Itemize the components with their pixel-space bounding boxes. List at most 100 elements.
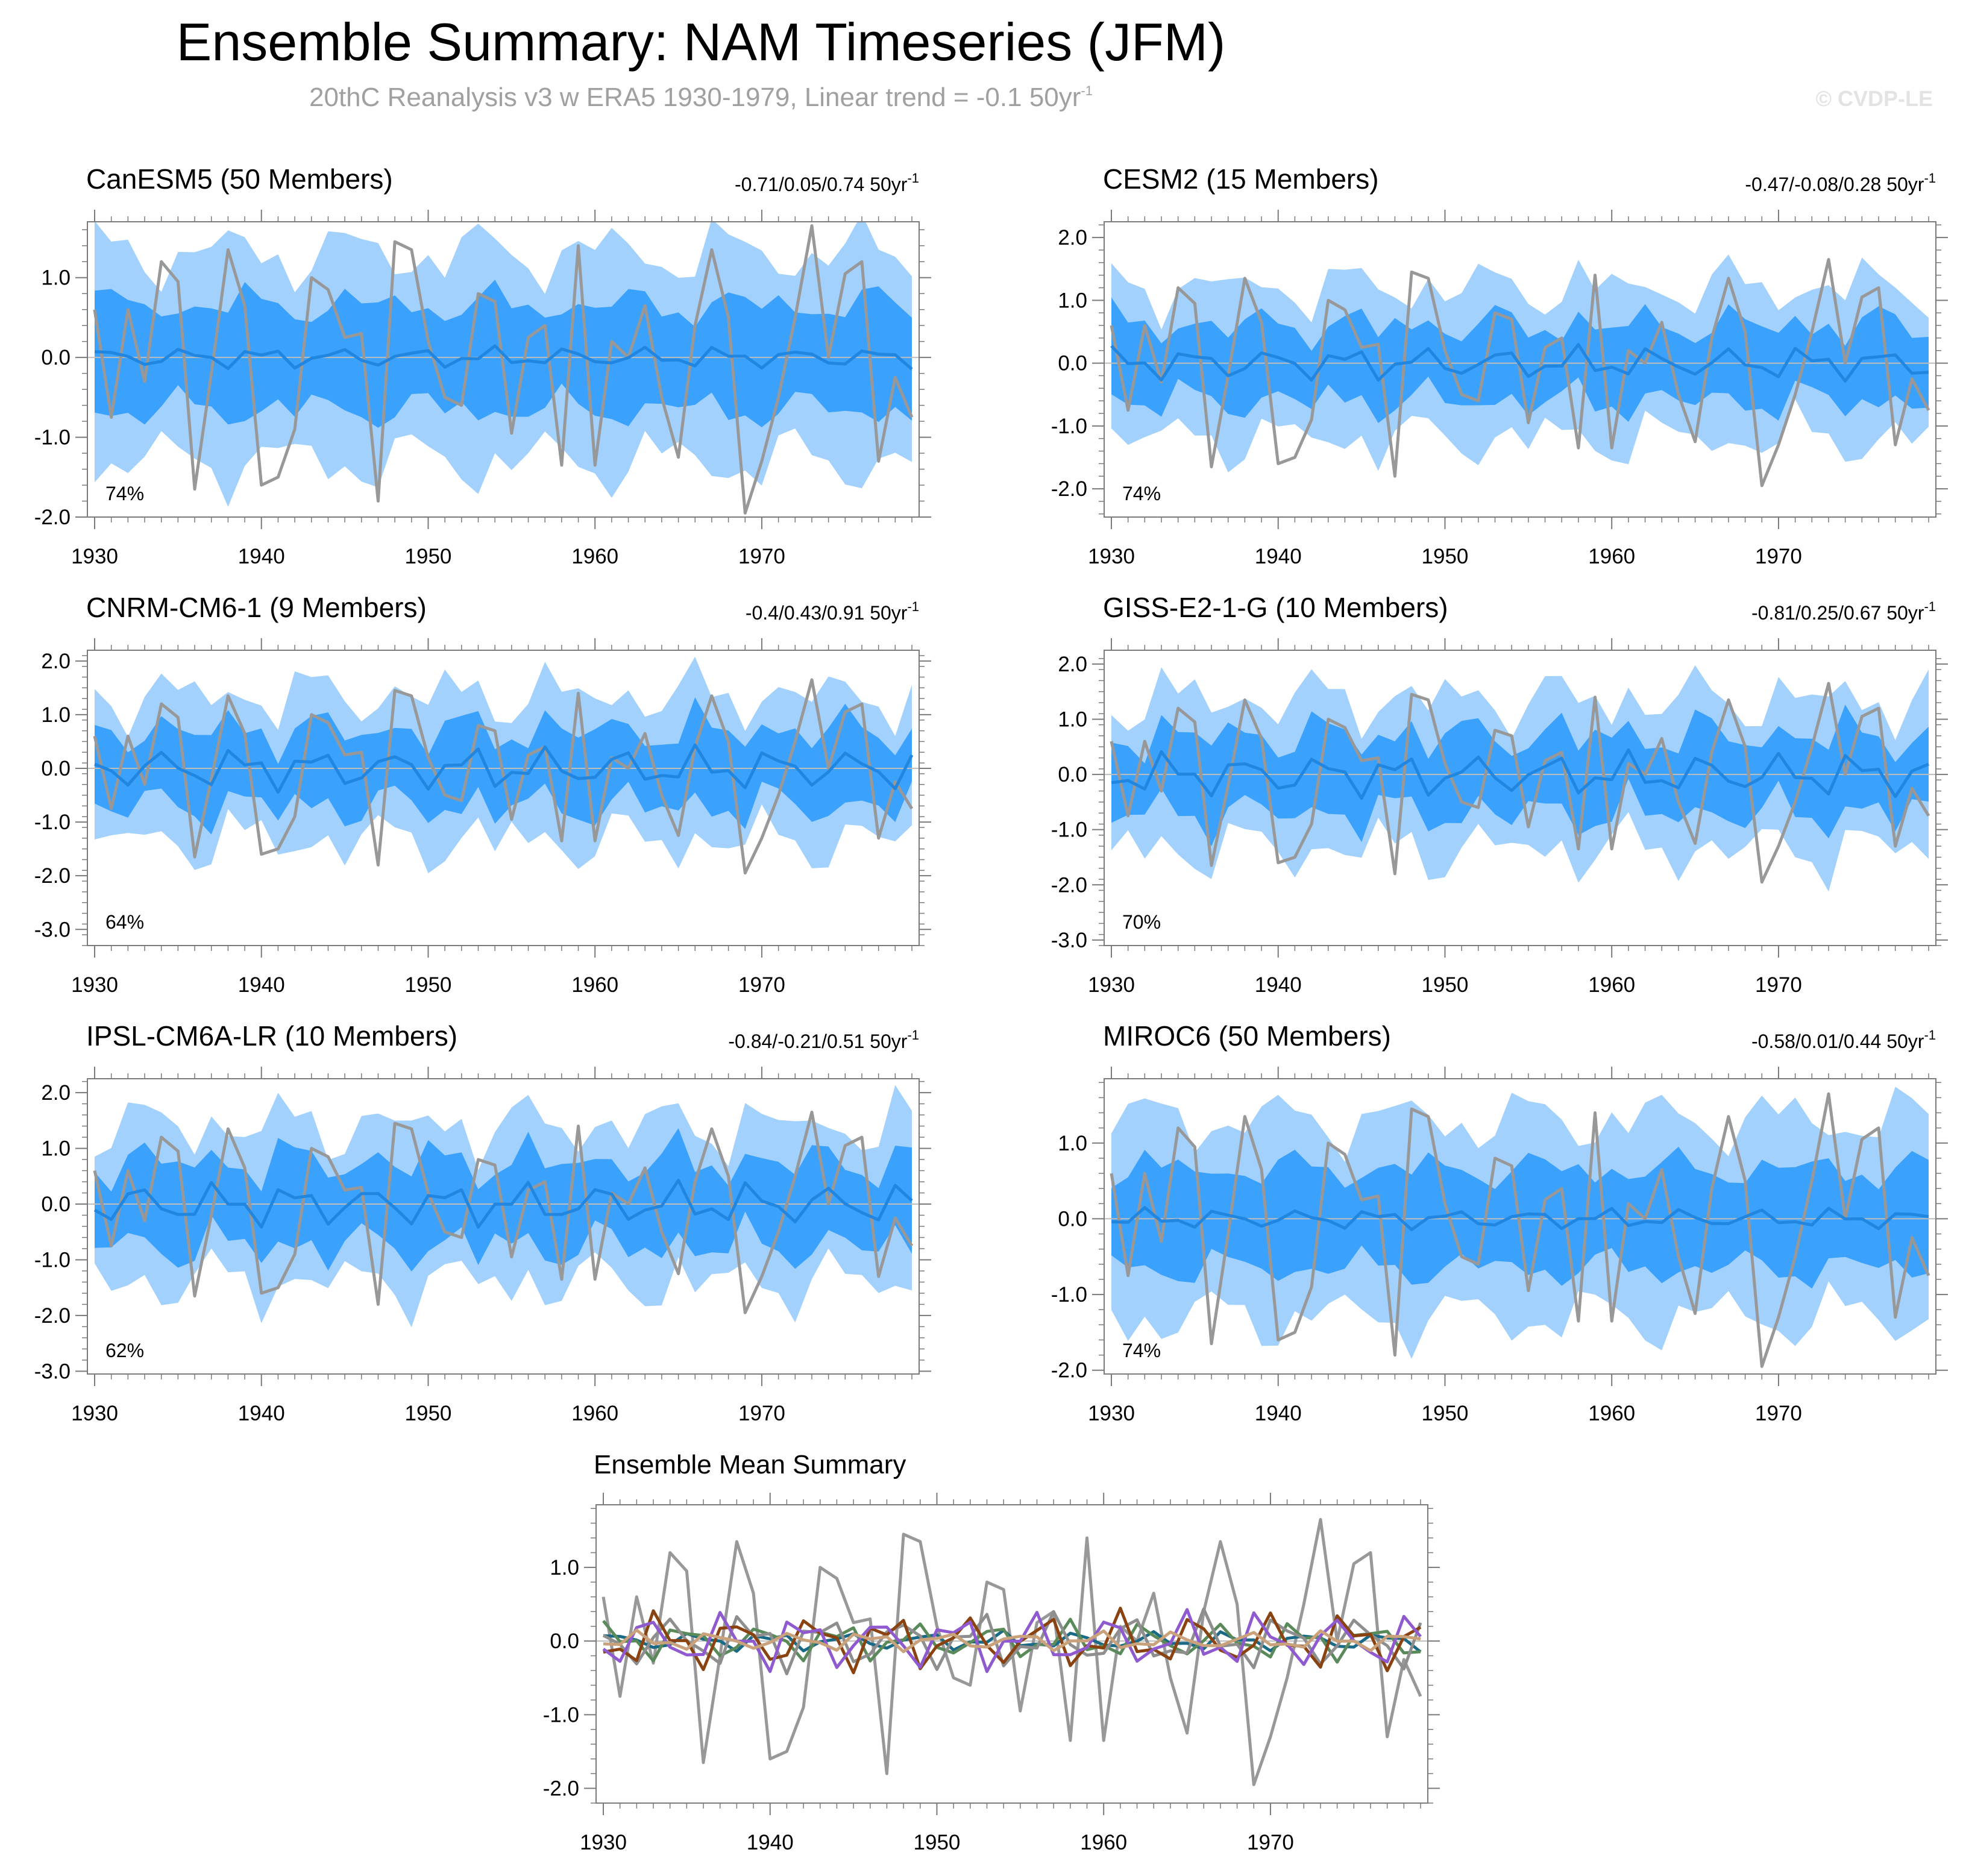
y-tick-label: -1.0 — [1051, 818, 1087, 842]
x-tick-label: 1960 — [571, 545, 618, 568]
y-tick-label: 0.0 — [1058, 763, 1087, 786]
percent-label: 62% — [105, 1340, 144, 1361]
subtitle-text: 20thC Reanalysis v3 w ERA5 1930-1979, Li… — [309, 83, 1081, 112]
y-tick-label: 0.0 — [41, 1193, 71, 1216]
ensemble-mean-line — [93, 1179, 913, 1229]
y-tick-label: 2.0 — [41, 650, 71, 673]
x-tick-label: 1940 — [238, 1402, 285, 1425]
range-superscript: -1 — [907, 599, 919, 614]
y-tick-label: 1.0 — [1058, 707, 1087, 731]
x-tick-label: 1930 — [580, 1831, 627, 1854]
panel-title-canesm5: CanESM5 (50 Members) — [86, 163, 393, 195]
panel-range-ipsl: -0.84/-0.21/0.51 50yr-1 — [728, 1027, 919, 1052]
percent-label: 70% — [1122, 911, 1161, 933]
x-tick-label: 1940 — [1255, 545, 1302, 568]
chart-ipsl: 62% -3.0 -2.0 -1.0 0.0 1.0 2.0 1930 1940 1950 1960… — [34, 1067, 931, 1425]
y-tick-label: 2.0 — [1058, 226, 1087, 249]
range-superscript: -1 — [907, 171, 919, 186]
figure-title: Ensemble Summary: NAM Timeseries (JFM) — [177, 12, 1226, 72]
y-tick-label: 1.0 — [41, 1137, 71, 1161]
series-line-miroc6 — [603, 1628, 1421, 1654]
ensemble-mean-line — [94, 344, 913, 371]
observed-series-line — [93, 224, 914, 515]
range-text: -0.71/0.05/0.74 50yr — [735, 174, 908, 195]
panel-title-cnrm: CNRM-CM6-1 (9 Members) — [86, 592, 427, 623]
y-tick-label: -2.0 — [34, 506, 71, 529]
chart-miroc6: 74% -2.0 -1.0 0.0 1.0 1930 1940 1950 1960 1970 — [1051, 1067, 1948, 1425]
y-tick-label: 2.0 — [41, 1081, 71, 1105]
x-tick-label: 1960 — [1588, 973, 1635, 997]
observed-series-line — [93, 1111, 914, 1314]
y-tick-label: 0.0 — [1058, 1207, 1087, 1231]
ensemble-mean-line — [1111, 1206, 1929, 1231]
x-tick-label: 1930 — [1088, 1402, 1135, 1425]
range-superscript: -1 — [1924, 171, 1936, 186]
x-tick-label: 1950 — [405, 973, 452, 997]
chart-cesm2: 74% -2.0 -1.0 0.0 1.0 2.0 1930 1940 1950 1960 1970 — [1051, 210, 1948, 568]
plot-frame — [87, 221, 920, 518]
plot-frame — [1104, 650, 1936, 946]
y-tick-label: 1.0 — [41, 703, 71, 727]
x-tick-label: 1960 — [1080, 1831, 1127, 1854]
panel-title-giss: GISS-E2-1-G (10 Members) — [1103, 592, 1448, 623]
x-tick-label: 1930 — [1088, 545, 1135, 568]
plot-area — [87, 222, 919, 515]
x-tick-label: 1960 — [571, 1402, 618, 1425]
panel-title-cesm2: CESM2 (15 Members) — [1103, 163, 1379, 195]
y-tick-label: -1.0 — [543, 1703, 579, 1727]
x-tick-label: 1960 — [571, 973, 618, 997]
x-tick-label: 1940 — [747, 1831, 794, 1854]
plot-area — [87, 1085, 919, 1328]
y-tick-label: -3.0 — [34, 1360, 71, 1383]
plot-frame — [87, 650, 920, 946]
observed-series-line — [93, 678, 914, 875]
x-tick-label: 1970 — [1755, 973, 1802, 997]
x-tick-label: 1970 — [1755, 545, 1802, 568]
y-tick-label: 0.0 — [550, 1630, 579, 1653]
y-tick-label: 1.0 — [1058, 289, 1087, 312]
ensemble-mean-line — [1110, 343, 1929, 383]
observed-series-line — [1110, 1092, 1930, 1368]
y-tick-label: -3.0 — [1051, 929, 1087, 952]
x-tick-label: 1950 — [1422, 545, 1469, 568]
inner-spread-band — [95, 697, 912, 835]
y-tick-label: 0.0 — [41, 757, 71, 780]
x-tick-label: 1970 — [1755, 1402, 1802, 1425]
y-tick-label: -2.0 — [34, 864, 71, 888]
chart-giss: 70% -3.0 -2.0 -1.0 0.0 1.0 2.0 1930 1940 1950 1960… — [1051, 638, 1948, 997]
x-tick-label: 1930 — [71, 973, 118, 997]
range-superscript: -1 — [907, 1027, 919, 1043]
y-tick-label: -1.0 — [34, 426, 71, 450]
x-tick-label: 1970 — [738, 545, 785, 568]
x-tick-label: 1950 — [1422, 973, 1469, 997]
plot-area — [87, 656, 919, 875]
y-tick-label: 1.0 — [41, 266, 71, 290]
ensemble-mean-line — [1111, 748, 1929, 800]
plot-area — [1104, 665, 1936, 892]
range-text: -0.84/-0.21/0.51 50yr — [728, 1031, 907, 1052]
panel-title-ipsl: IPSL-CM6A-LR (10 Members) — [86, 1020, 457, 1052]
y-tick-label: -3.0 — [34, 918, 71, 941]
percent-label: 74% — [1122, 1340, 1161, 1361]
range-text: -0.58/0.01/0.44 50yr — [1751, 1031, 1924, 1052]
series-line-giss-e2-1-g — [603, 1607, 1422, 1675]
x-tick-label: 1970 — [738, 1402, 785, 1425]
y-tick-label: 2.0 — [1058, 653, 1087, 676]
percent-label: 74% — [1122, 483, 1161, 504]
ensemble-mean-line — [94, 743, 914, 794]
x-tick-label: 1930 — [71, 545, 118, 568]
panel-range-giss: -0.81/0.25/0.67 50yr-1 — [1751, 599, 1936, 624]
x-tick-label: 1970 — [1247, 1831, 1294, 1854]
y-tick-label: -2.0 — [34, 1304, 71, 1328]
range-superscript: -1 — [1924, 599, 1936, 614]
x-tick-label: 1940 — [238, 973, 285, 997]
x-tick-label: 1930 — [71, 1402, 118, 1425]
series-line-cnrm-cm6-1 — [602, 1607, 1422, 1675]
range-superscript: -1 — [1924, 1027, 1936, 1043]
percent-label: 64% — [105, 911, 144, 933]
panels: 74% -2.0 -1.0 0.0 1.0 1930 1940 1950 1960 1970 74%… — [34, 210, 1948, 1854]
y-tick-label: 0.0 — [1058, 352, 1087, 375]
panel-range-cnrm: -0.4/0.43/0.91 50yr-1 — [746, 599, 919, 624]
y-tick-label: 1.0 — [1058, 1132, 1087, 1155]
